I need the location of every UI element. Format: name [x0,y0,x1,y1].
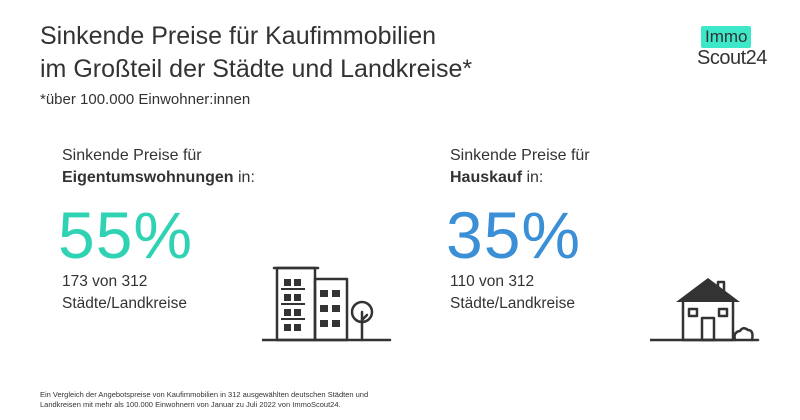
stat-houses-lead-suffix: in: [522,169,544,186]
title-line-2: im Großteil der Städte und Landkreise* [40,55,473,83]
house-icon [650,278,760,342]
stat-apartments: Sinkende Preise für Eigentumswohnungen i… [58,145,255,312]
stat-houses-count-line2: Städte/Landkreise [450,295,575,312]
subtitle: *über 100.000 Einwohner:innen [40,91,251,108]
stat-apartments-lead-line1: Sinkende Preise für [62,147,202,164]
logo-immo-badge: Immo [701,26,751,48]
title-line-1: Sinkende Preise für Kaufimmobilien [40,22,437,50]
stat-houses-lead-line1: Sinkende Preise für [450,147,590,164]
logo-scout-text: Scout24 [697,47,767,69]
stat-houses-count: 110 von 312 Städte/Landkreise [450,271,575,315]
footnote-line-2: Landkreisen mit mehr als 100.000 Einwohn… [40,400,341,409]
stat-apartments-lead-suffix: in: [233,169,255,186]
footnote: Ein Vergleich der Angebotspreise von Kau… [40,390,368,410]
stat-houses-percent: 35% [446,198,582,272]
page-title: Sinkende Preise für Kaufimmobilien im Gr… [40,20,472,86]
stat-apartments-count-line1: 173 von 312 [62,273,148,290]
stat-houses-lead-bold: Hauskauf [450,169,523,186]
stat-houses: Sinkende Preise für Hauskauf in: 35% 110… [446,145,590,312]
stat-apartments-count-line2: Städte/Landkreise [62,295,187,312]
immoscout24-logo: Immo Scout24 [697,26,767,70]
stat-houses-lead: Sinkende Preise für Hauskauf in: [450,145,590,189]
footnote-line-1: Ein Vergleich der Angebotspreise von Kau… [40,390,369,399]
stat-apartments-percent: 55% [58,198,194,272]
apartment-building-icon [262,266,392,342]
stat-apartments-lead: Sinkende Preise für Eigentumswohnungen i… [62,145,255,189]
stat-houses-count-line1: 110 von 312 [450,273,535,290]
stat-apartments-lead-bold: Eigentumswohnungen [62,169,234,186]
stat-apartments-count: 173 von 312 Städte/Landkreise [62,271,187,315]
